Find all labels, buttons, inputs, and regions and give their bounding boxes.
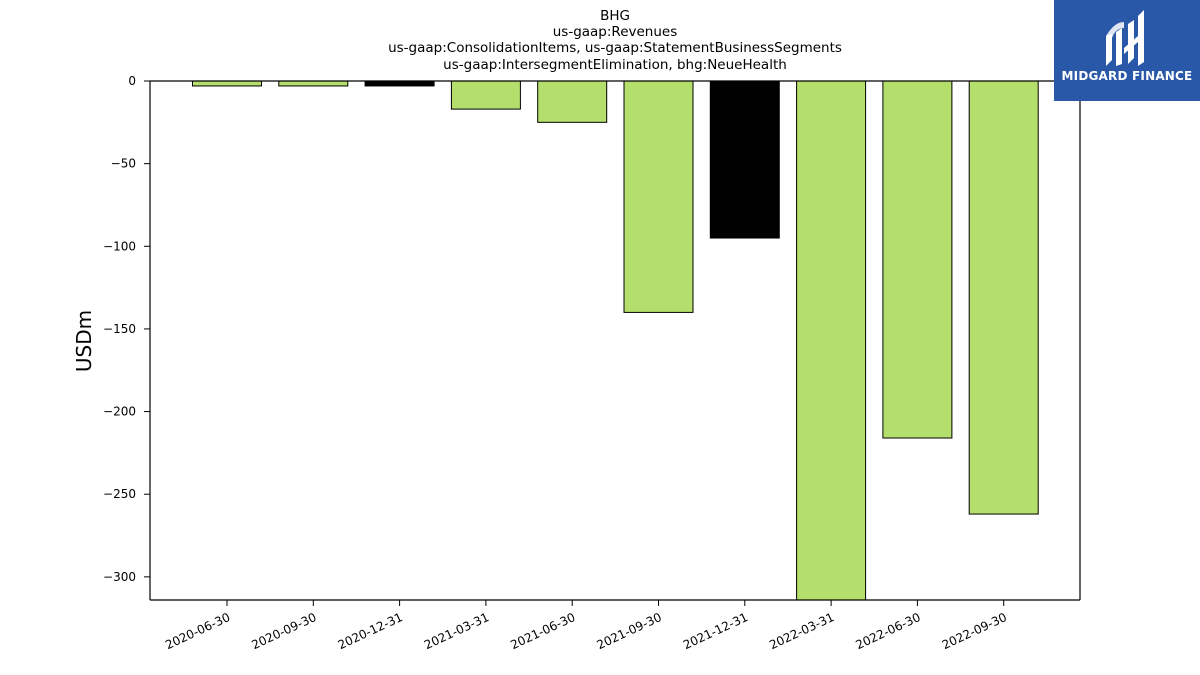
bar-2022-06-30 [882, 80, 953, 439]
bars-group [192, 80, 1039, 601]
x-tick-label: 2021-09-30 [595, 610, 664, 652]
bar-2021-09-30 [623, 80, 694, 313]
x-tick-label: 2021-03-31 [422, 610, 491, 652]
x-tick-label: 2021-06-30 [508, 610, 577, 652]
title-line-2: us-gaap:Revenues [553, 24, 678, 40]
x-ticks-group: 2020-06-30 2020-09-30 2020-12-31 2021-03-31… [163, 600, 1009, 652]
bar-2020-12-31 [364, 80, 435, 87]
x-tick-label: 2022-06-30 [854, 610, 923, 652]
logo-text: MIDGARD FINANCE [1061, 69, 1193, 83]
y-tick-label: −250 [103, 487, 136, 501]
x-tick-label: 2020-12-31 [336, 610, 405, 652]
x-tick-label: 2022-03-31 [767, 610, 836, 652]
y-tick-label: 0 [128, 74, 136, 88]
title-line-3: us-gaap:ConsolidationItems, us-gaap:Stat… [388, 40, 842, 56]
y-tick-label: −100 [103, 239, 136, 253]
bar-2022-03-31 [796, 80, 867, 601]
y-tick-label: −50 [111, 157, 136, 171]
axes-group [149, 80, 1081, 601]
bar-2021-12-31 [709, 80, 780, 239]
midgard-logo-icon [1106, 10, 1144, 66]
bar-2021-03-31 [450, 80, 521, 110]
y-tick-label: −200 [103, 405, 136, 419]
x-tick-label: 2020-09-30 [249, 610, 318, 652]
x-tick-label: 2021-12-31 [681, 610, 750, 652]
y-axis-label: USDm [72, 310, 96, 372]
y-tick-label: −300 [103, 570, 136, 584]
chart-title: BHG us-gaap:Revenues us-gaap:Consolidati… [388, 8, 842, 73]
bar-2021-06-30 [537, 80, 608, 123]
title-line-4: us-gaap:IntersegmentElimination, bhg:Neu… [443, 57, 787, 73]
brand-logo: MIDGARD FINANCE [1054, 0, 1200, 101]
x-tick-label: 2020-06-30 [163, 610, 232, 652]
y-tick-label: −150 [103, 322, 136, 336]
bar-2020-09-30 [278, 80, 349, 87]
bar-2022-09-30 [968, 80, 1039, 515]
x-tick-label: 2022-09-30 [940, 610, 1009, 652]
y-ticks-group: 0 −50 −100 −150 −200 −250 −300 [103, 74, 150, 584]
bar-2020-06-30 [192, 80, 262, 87]
title-line-1: BHG [600, 8, 630, 24]
